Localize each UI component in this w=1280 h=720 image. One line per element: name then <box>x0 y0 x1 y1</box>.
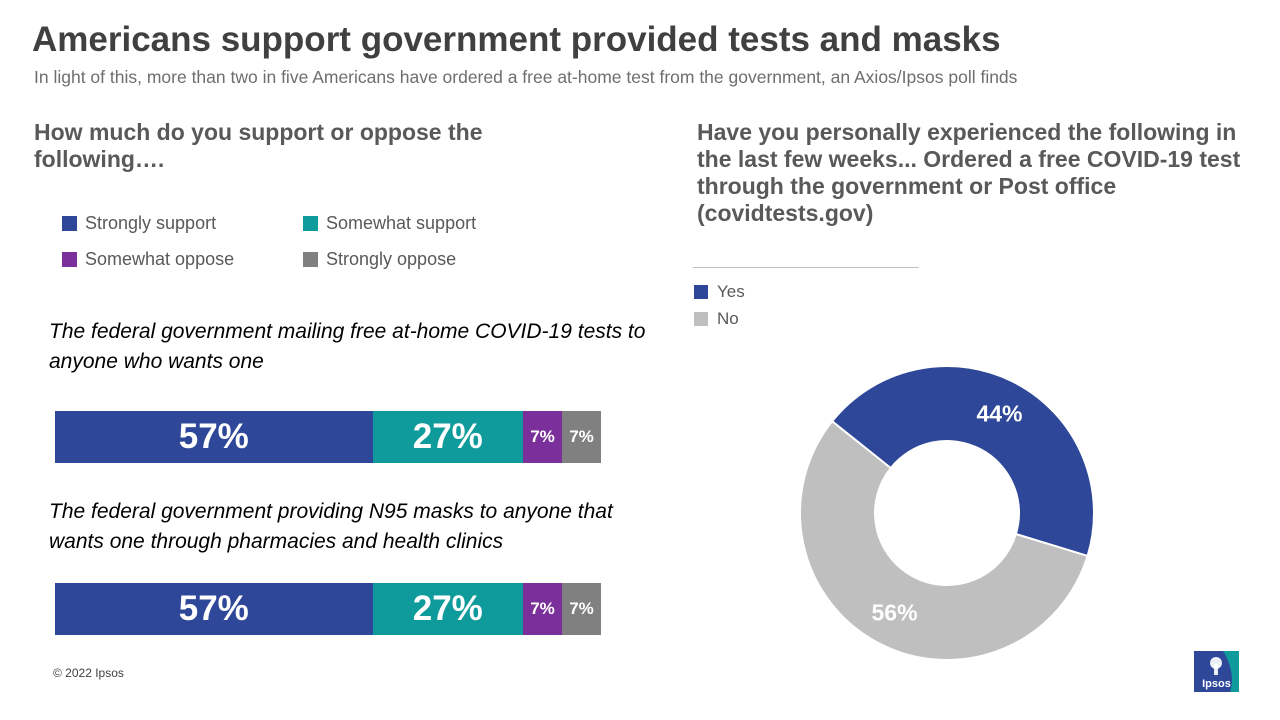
right-question: Have you personally experienced the foll… <box>697 119 1241 226</box>
data-label: 57% <box>178 589 249 628</box>
data-label: 27% <box>412 417 483 456</box>
bar-segment-strongly-oppose: 7% <box>561 411 601 463</box>
legend-swatch <box>694 312 708 326</box>
legend-swatch <box>694 285 708 299</box>
donut-slice-no <box>799 419 1089 661</box>
bar-segment-somewhat-support: 27% <box>372 583 523 635</box>
data-label: 7% <box>530 427 555 446</box>
stacked-bar-tests: 57% 27% 7% 7% <box>55 411 601 463</box>
legend-item-somewhat-oppose: Somewhat oppose <box>62 249 234 270</box>
data-label: 7% <box>569 427 594 446</box>
left-question: How much do you support or oppose the fo… <box>34 119 483 172</box>
data-label: 57% <box>178 417 249 456</box>
donut-slice-yes <box>830 365 1095 558</box>
statement-masks: The federal government providing N95 mas… <box>49 500 613 553</box>
page-subtitle: In light of this, more than two in five … <box>34 67 1018 87</box>
bar-segment-somewhat-support: 27% <box>372 411 523 463</box>
ipsos-logo: Ipsos <box>1194 651 1239 692</box>
legend-swatch <box>62 216 77 231</box>
legend-swatch <box>303 252 318 267</box>
legend-label: Somewhat oppose <box>85 249 235 269</box>
legend-label: No <box>717 309 739 328</box>
bar-segment-strongly-support: 57% <box>55 411 373 463</box>
data-label: 27% <box>412 589 483 628</box>
donut-label-yes: 44% <box>976 400 1022 426</box>
data-label: 7% <box>530 599 555 618</box>
legend-label: Strongly support <box>85 213 217 233</box>
svg-text:Ipsos: Ipsos <box>1202 678 1231 690</box>
legend-label: Strongly oppose <box>326 249 457 269</box>
bar-segment-strongly-support: 57% <box>55 583 373 635</box>
legend-item-strongly-support: Strongly support <box>62 213 216 234</box>
copyright: © 2022 Ipsos <box>53 666 124 680</box>
legend-swatch <box>303 216 318 231</box>
statement-tests: The federal government mailing free at-h… <box>49 320 646 373</box>
donut-label-no: 56% <box>872 600 918 626</box>
data-label: 7% <box>569 599 594 618</box>
stacked-bar-masks: 57% 27% 7% 7% <box>55 583 601 635</box>
divider <box>693 267 919 268</box>
legend-label: Somewhat support <box>326 213 477 233</box>
legend-item-yes: Yes <box>694 282 745 302</box>
legend-item-somewhat-support: Somewhat support <box>303 213 476 234</box>
legend-item-strongly-oppose: Strongly oppose <box>303 249 456 270</box>
bar-segment-strongly-oppose: 7% <box>561 583 601 635</box>
legend-swatch <box>62 252 77 267</box>
donut-chart: 44% 56% <box>799 365 1095 661</box>
bar-segment-somewhat-oppose: 7% <box>522 411 562 463</box>
bar-segment-somewhat-oppose: 7% <box>522 583 562 635</box>
legend-item-no: No <box>694 309 739 329</box>
page-title: Americans support government provided te… <box>32 20 1001 59</box>
legend-label: Yes <box>717 282 745 301</box>
